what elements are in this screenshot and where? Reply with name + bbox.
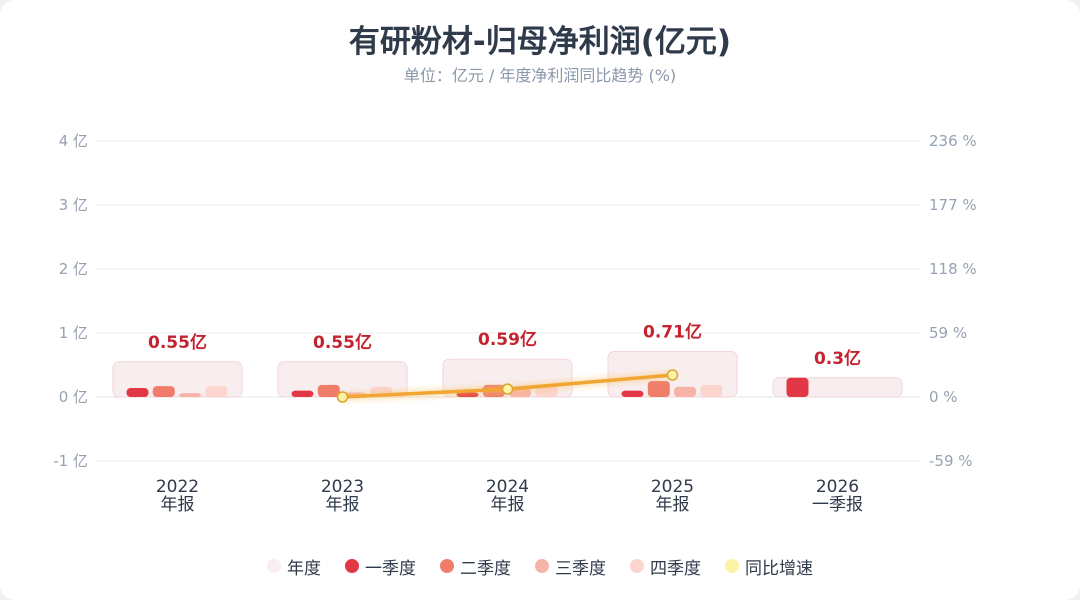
legend-swatch xyxy=(725,559,739,573)
legend-item-q3[interactable]: 三季度 xyxy=(535,554,606,579)
x-tick-label: 2026 xyxy=(816,477,859,497)
legend-item-q2[interactable]: 二季度 xyxy=(440,554,511,579)
x-tick-sublabel: 年报 xyxy=(161,495,195,515)
legend-label: 一季度 xyxy=(365,558,416,579)
yoy-point xyxy=(666,369,679,381)
x-tick-label: 2025 xyxy=(651,477,694,497)
legend-swatch xyxy=(267,559,281,573)
annual-value-label: 0.3亿 xyxy=(814,348,861,369)
x-tick-label: 2023 xyxy=(321,477,364,497)
legend-label: 二季度 xyxy=(460,558,511,579)
legend-swatch xyxy=(345,559,359,573)
legend-label: 四季度 xyxy=(650,558,701,579)
y-left-tick-label: -1 亿 xyxy=(53,452,88,470)
legend-item-q1[interactable]: 一季度 xyxy=(345,554,416,579)
legend-item-q4[interactable]: 四季度 xyxy=(630,554,701,579)
annual-value-label: 0.71亿 xyxy=(643,322,702,343)
quarter-bar xyxy=(647,381,670,397)
x-tick-label: 2024 xyxy=(486,477,529,497)
annual-value-label: 0.59亿 xyxy=(478,329,537,350)
quarter-bar xyxy=(179,393,202,397)
quarter-bar xyxy=(291,390,314,397)
legend-label: 同比增速 xyxy=(745,558,813,579)
y-left-tick-label: 3 亿 xyxy=(59,196,88,214)
legend-label: 年度 xyxy=(287,558,321,579)
annual-value-label: 0.55亿 xyxy=(148,332,207,353)
y-left-tick-label: 4 亿 xyxy=(59,132,88,150)
y-left-tick-label: 2 亿 xyxy=(59,260,88,278)
yoy-point xyxy=(501,383,514,395)
x-tick-sublabel: 一季报 xyxy=(812,495,863,515)
y-right-tick-label: 177 % xyxy=(929,196,977,214)
x-tick-label: 2022 xyxy=(156,477,199,497)
legend-item-annual[interactable]: 年度 xyxy=(267,554,321,579)
quarter-bar xyxy=(674,386,697,397)
quarter-bar xyxy=(700,384,723,397)
legend-swatch xyxy=(535,559,549,573)
y-right-tick-label: 0 % xyxy=(929,388,958,406)
legend-item-yoy[interactable]: 同比增速 xyxy=(725,554,813,579)
x-tick-sublabel: 年报 xyxy=(491,495,525,515)
quarter-bar xyxy=(152,386,175,397)
legend-swatch xyxy=(630,559,644,573)
y-right-tick-label: 59 % xyxy=(929,324,967,342)
annual-value-label: 0.55亿 xyxy=(313,332,372,353)
quarter-bar xyxy=(205,386,228,397)
chart-title: 有研粉材-归母净利润(亿元) xyxy=(348,24,732,60)
y-left-tick-label: 1 亿 xyxy=(59,324,88,342)
quarter-bar xyxy=(621,390,644,397)
y-left-tick-label: 0 亿 xyxy=(59,388,88,406)
legend-swatch xyxy=(440,559,454,573)
x-tick-sublabel: 年报 xyxy=(656,495,690,515)
chart-subtitle: 单位：亿元 / 年度净利润同比趋势 (%) xyxy=(403,66,677,85)
quarter-bar xyxy=(126,388,149,397)
y-right-tick-label: 118 % xyxy=(929,260,977,278)
yoy-point xyxy=(336,391,349,403)
y-right-tick-label: -59 % xyxy=(929,452,973,470)
y-right-tick-label: 236 % xyxy=(929,132,977,150)
quarter-bar xyxy=(317,384,340,397)
x-tick-sublabel: 年报 xyxy=(326,495,360,515)
chart-legend: 年度 一季度 二季度 三季度 四季度 同比增速 xyxy=(0,552,1080,580)
quarter-bar xyxy=(786,377,809,397)
legend-label: 三季度 xyxy=(555,558,606,579)
